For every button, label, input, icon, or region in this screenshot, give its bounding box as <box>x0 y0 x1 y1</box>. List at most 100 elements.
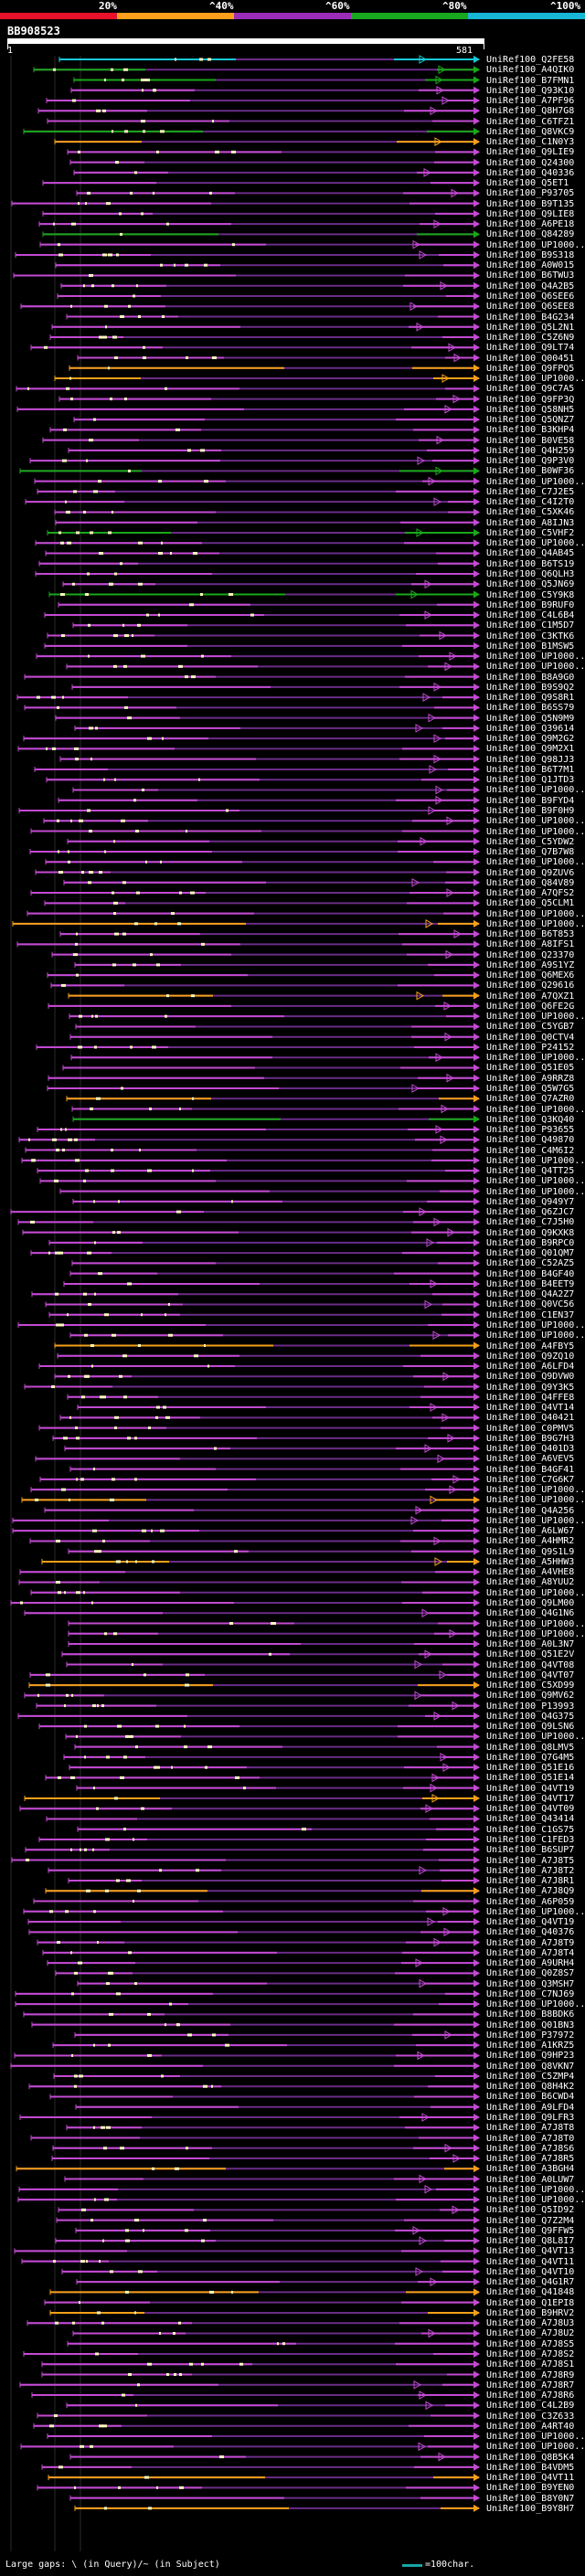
hit-label[interactable]: UniRef100_C7G6K7 <box>486 1474 575 1485</box>
hit-label[interactable]: UniRef100_Q51E14 <box>486 1773 575 1784</box>
hit-label[interactable]: UniRef100_B7FMN1 <box>486 75 575 86</box>
hit-label[interactable]: UniRef100_UP1000... <box>486 662 585 673</box>
hit-label[interactable]: UniRef100_Q84V89 <box>486 877 575 888</box>
hit-label[interactable]: UniRef100_C1GS75 <box>486 1824 575 1835</box>
hit-label[interactable]: UniRef100_Q6QLH3 <box>486 569 575 579</box>
hit-label[interactable]: UniRef100_P37972 <box>486 2030 575 2041</box>
hit-label[interactable]: UniRef100_Q7B7W8 <box>486 847 575 858</box>
hit-label[interactable]: UniRef100_UP1000... <box>486 1732 585 1743</box>
hit-label[interactable]: UniRef100_A1KRZ5 <box>486 2041 575 2051</box>
hit-label[interactable]: UniRef100_B6TWU3 <box>486 270 575 281</box>
hit-label[interactable]: UniRef100_Q4VT13 <box>486 2246 575 2257</box>
hit-label[interactable]: UniRef100_Q9LIE9 <box>486 147 575 158</box>
hit-label[interactable]: UniRef100_C4L6B4 <box>486 610 575 621</box>
hit-label[interactable]: UniRef100_Q6SEE8 <box>486 302 575 313</box>
hit-label[interactable]: UniRef100_B4EET9 <box>486 1278 575 1289</box>
hit-label[interactable]: UniRef100_Q3MSH7 <box>486 1978 575 1989</box>
hit-label[interactable]: UniRef100_B9RUF0 <box>486 599 575 610</box>
hit-label[interactable]: UniRef100_B9T135 <box>486 198 575 209</box>
hit-label[interactable]: UniRef100_Q9LSN6 <box>486 1722 575 1733</box>
hit-label[interactable]: UniRef100_Q9HP23 <box>486 2051 575 2062</box>
hit-label[interactable]: UniRef100_B3KHP4 <box>486 425 575 436</box>
hit-label[interactable]: UniRef100_UP1000... <box>486 1485 585 1496</box>
hit-label[interactable]: UniRef100_UP1000... <box>486 2442 585 2453</box>
hit-label[interactable]: UniRef100_A0W015 <box>486 260 575 271</box>
hit-label[interactable]: UniRef100_Q9DVW0 <box>486 1372 575 1383</box>
hit-label[interactable]: UniRef100_Q9MV62 <box>486 1691 575 1701</box>
hit-label[interactable]: UniRef100_Q24300 <box>486 157 575 168</box>
hit-label[interactable]: UniRef100_A7J8U3 <box>486 2318 575 2329</box>
hit-label[interactable]: UniRef100_Q51E05 <box>486 1063 575 1074</box>
hit-label[interactable]: UniRef100_A7J8S1 <box>486 2359 575 2370</box>
hit-label[interactable]: UniRef100_Q4VT11 <box>486 2473 575 2484</box>
hit-label[interactable]: UniRef100_A7J8R9 <box>486 2369 575 2380</box>
hit-label[interactable]: UniRef100_B4GF41 <box>486 1464 575 1475</box>
hit-label[interactable]: UniRef100_C3KTK6 <box>486 631 575 641</box>
hit-label[interactable]: UniRef100_Q8VKC9 <box>486 126 575 137</box>
hit-label[interactable]: UniRef100_P93705 <box>486 188 575 199</box>
hit-label[interactable]: UniRef100_Q6ZJC7 <box>486 1207 575 1218</box>
hit-label[interactable]: UniRef100_B9RPC0 <box>486 1237 575 1248</box>
hit-label[interactable]: UniRef100_C5YDW2 <box>486 836 575 847</box>
hit-label[interactable]: UniRef100_B8A9G0 <box>486 672 575 683</box>
hit-label[interactable]: UniRef100_Q9ZUV6 <box>486 867 575 878</box>
hit-label[interactable]: UniRef100_Q4VT11 <box>486 2256 575 2267</box>
hit-label[interactable]: UniRef100_B9S318 <box>486 249 575 260</box>
hit-label[interactable]: UniRef100_Q9S1L9 <box>486 1546 575 1557</box>
hit-label[interactable]: UniRef100_B9FYD4 <box>486 795 575 806</box>
hit-label[interactable]: UniRef100_A7J8R6 <box>486 2390 575 2401</box>
hit-label[interactable]: UniRef100_UP1000... <box>486 1155 585 1166</box>
hit-label[interactable]: UniRef100_Q7Z2M4 <box>486 2215 575 2226</box>
hit-label[interactable]: UniRef100_UP1000... <box>486 1186 585 1197</box>
hit-label[interactable]: UniRef100_UP1000... <box>486 785 585 796</box>
hit-label[interactable]: UniRef100_Q4A256 <box>486 1505 575 1516</box>
hit-label[interactable]: UniRef100_Q5W7G5 <box>486 1084 575 1094</box>
hit-label[interactable]: UniRef100_Q01QM7 <box>486 1248 575 1259</box>
hit-label[interactable]: UniRef100_Q9FPQ5 <box>486 363 575 374</box>
hit-label[interactable]: UniRef100_UP1000... <box>486 2184 585 2195</box>
hit-label[interactable]: UniRef100_Q4VT10 <box>486 2266 575 2277</box>
hit-label[interactable]: UniRef100_C7NJ69 <box>486 1988 575 1999</box>
hit-label[interactable]: UniRef100_C3Z633 <box>486 2411 575 2422</box>
hit-label[interactable]: UniRef100_A8IFS1 <box>486 939 575 950</box>
hit-label[interactable]: UniRef100_Q6FE2G <box>486 1001 575 1012</box>
hit-label[interactable]: UniRef100_A9S1YZ <box>486 959 575 970</box>
hit-label[interactable]: UniRef100_A7J8R5 <box>486 2154 575 2165</box>
hit-label[interactable]: UniRef100_C5Z6N9 <box>486 333 575 344</box>
hit-label[interactable]: UniRef100_Q4H259 <box>486 445 575 456</box>
hit-label[interactable]: UniRef100_Q5JN69 <box>486 579 575 590</box>
hit-label[interactable]: UniRef100_A7PF96 <box>486 96 575 107</box>
hit-label[interactable]: UniRef100_C5YGB7 <box>486 1022 575 1033</box>
hit-label[interactable]: UniRef100_Q5N9M9 <box>486 713 575 724</box>
hit-label[interactable]: UniRef100_Q4VT08 <box>486 1659 575 1670</box>
hit-label[interactable]: UniRef100_A6P059 <box>486 1896 575 1907</box>
hit-label[interactable]: UniRef100_B6TS19 <box>486 558 575 569</box>
hit-label[interactable]: UniRef100_Q51E16 <box>486 1763 575 1774</box>
hit-label[interactable]: UniRef100_Q4A2B5 <box>486 281 575 292</box>
hit-label[interactable]: UniRef100_C7J2E5 <box>486 486 575 497</box>
hit-label[interactable]: UniRef100_Q51E2V <box>486 1649 575 1660</box>
hit-label[interactable]: UniRef100_Q4AB45 <box>486 548 575 559</box>
hit-label[interactable]: UniRef100_Q4VT19 <box>486 1917 575 1928</box>
hit-label[interactable]: UniRef100_A7J8T2 <box>486 1865 575 1876</box>
hit-label[interactable]: UniRef100_C5VHF2 <box>486 527 575 538</box>
hit-label[interactable]: UniRef100_UP1000... <box>486 1176 585 1187</box>
hit-label[interactable]: UniRef100_Q8LMV5 <box>486 1742 575 1753</box>
hit-label[interactable]: UniRef100_A3BGH4 <box>486 2164 575 2175</box>
hit-label[interactable]: UniRef100_Q84289 <box>486 229 575 240</box>
hit-label[interactable]: UniRef100_Q7G4M5 <box>486 1752 575 1763</box>
hit-label[interactable]: UniRef100_A8IJN3 <box>486 517 575 528</box>
hit-label[interactable]: UniRef100_Q9LT74 <box>486 343 575 354</box>
hit-label[interactable]: UniRef100_C1N0Y3 <box>486 137 575 148</box>
hit-label[interactable]: UniRef100_UP1000... <box>486 652 585 663</box>
hit-label[interactable]: UniRef100_UP1000... <box>486 1515 585 1526</box>
hit-label[interactable]: UniRef100_B6T7M1 <box>486 764 575 775</box>
hit-label[interactable]: UniRef100_B6CWD4 <box>486 2092 575 2103</box>
hit-label[interactable]: UniRef100_A0LUW7 <box>486 2174 575 2185</box>
hit-label[interactable]: UniRef100_B4G234 <box>486 312 575 323</box>
hit-label[interactable]: UniRef100_Q40421 <box>486 1413 575 1424</box>
hit-label[interactable]: UniRef100_UP1000... <box>486 1906 585 1917</box>
hit-label[interactable]: UniRef100_B9F0H9 <box>486 805 575 816</box>
hit-label[interactable]: UniRef100_C4M6I2 <box>486 1145 575 1156</box>
hit-label[interactable]: UniRef100_A7QFS2 <box>486 888 575 899</box>
